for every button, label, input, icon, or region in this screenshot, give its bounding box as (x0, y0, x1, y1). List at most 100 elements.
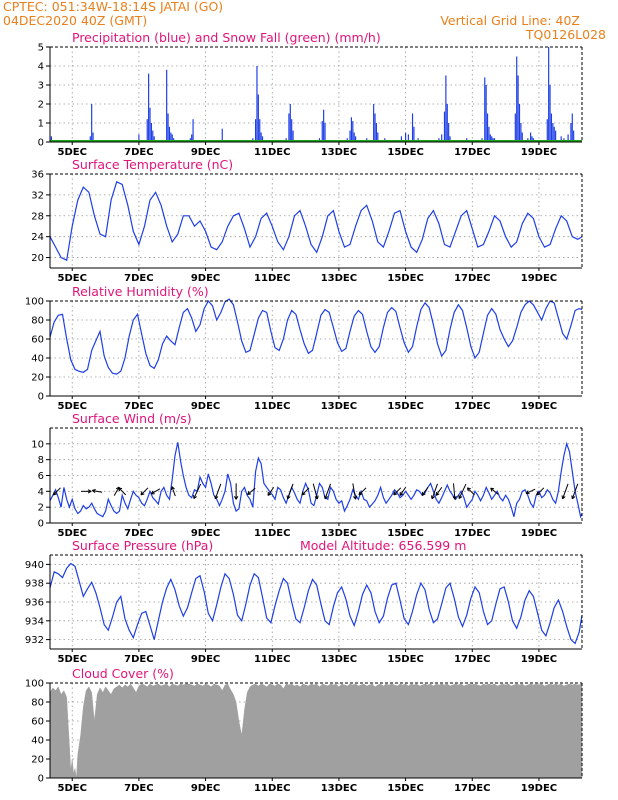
precip-bar (377, 132, 379, 142)
x-tick-label: 19DEC (521, 147, 557, 158)
precip-bar (288, 113, 290, 142)
wind-arrow (324, 483, 332, 500)
precip-bar (375, 123, 378, 142)
x-tick-label: 5DEC (58, 654, 87, 665)
wind-arrow-head (525, 490, 530, 495)
wind-arrow-shaft (140, 487, 149, 496)
wind-arrow (234, 483, 239, 500)
panel-title: Surface Pressure (hPa) (72, 538, 213, 553)
precip-bar (149, 107, 151, 142)
precip-bar (446, 104, 448, 142)
x-tick-label: 7DEC (124, 147, 153, 158)
precip-bar (400, 136, 403, 142)
precip-bar (514, 113, 516, 142)
wind-arrow-head (324, 495, 329, 500)
precip-bar (548, 47, 550, 142)
wind-arrow-shaft (393, 487, 402, 496)
precip-bar (570, 123, 572, 142)
panel-1 (46, 173, 583, 271)
precip-bar (254, 119, 257, 142)
wind-arrow (312, 483, 319, 500)
precip-bar (530, 132, 532, 142)
precip-bar (488, 126, 490, 142)
wind-arrow-shaft (431, 483, 438, 500)
wind-arrow (81, 489, 92, 494)
wind-arrow (452, 483, 457, 500)
wind-arrow (170, 486, 176, 497)
wind-arrow-shaft (267, 486, 275, 496)
precip-bar (168, 126, 171, 142)
wind-arrow-shaft (193, 483, 202, 499)
wind-arrow-head (452, 495, 457, 500)
wind-arrow-head (314, 495, 319, 500)
panel-title: Surface Temperature (nC) (72, 157, 233, 172)
wind-arrow-shaft (562, 483, 569, 500)
x-tick-label: 13DEC (321, 147, 357, 158)
x-tick-label: 9DEC (191, 147, 220, 158)
y-tick-label: 24 (31, 232, 44, 243)
y-tick-label: 80 (31, 698, 44, 709)
y-tick-label: 100 (25, 297, 44, 308)
y-tick-label: 20 (31, 373, 44, 384)
wind-arrow-shaft (171, 486, 176, 497)
precip-bar (550, 113, 553, 142)
precip-bar (553, 126, 555, 142)
series-line (49, 562, 583, 645)
y-tick-label: 4 (38, 62, 44, 73)
wind-arrow-shaft (324, 483, 332, 500)
wind-arrow-head (286, 495, 291, 500)
x-tick-label: 15DEC (387, 783, 423, 794)
y-tick-label: 3 (38, 81, 44, 92)
precip-bar (485, 85, 487, 142)
series-line (49, 180, 583, 262)
wind-arrow-head (393, 491, 398, 496)
x-tick-label: 5DEC (58, 401, 87, 412)
header-run-time: 04DEC2020 40Z (GMT) (3, 13, 148, 28)
precip-bar (449, 136, 451, 142)
x-tick-label: 5DEC (58, 273, 87, 284)
precip-bar (374, 113, 376, 142)
y-tick-label: 932 (25, 635, 44, 646)
panel-3 (46, 427, 583, 526)
wind-arrow-shaft (466, 487, 475, 496)
x-tick-label: 7DEC (124, 654, 153, 665)
wind-arrow-head (353, 495, 358, 500)
precip-bar (92, 132, 94, 142)
precip-bar (292, 130, 294, 142)
precip-bar (353, 132, 355, 142)
wind-arrow-head (466, 487, 471, 492)
y-tick-label: 8 (38, 455, 44, 466)
precip-bar (491, 136, 493, 142)
y-tick-label: 936 (25, 598, 44, 609)
wind-arrow-shaft (150, 488, 161, 495)
wind-arrow (52, 487, 61, 496)
x-tick-label: 19DEC (521, 783, 557, 794)
precip-bar (486, 113, 489, 142)
precip-bar (521, 132, 523, 142)
panel-0 (46, 46, 583, 145)
wind-arrow-shaft (214, 483, 222, 500)
precip-bar (405, 132, 407, 142)
wind-arrow (466, 487, 475, 496)
x-tick-label: 15DEC (387, 654, 423, 665)
x-tick-label: 19DEC (521, 654, 557, 665)
precip-bar (352, 121, 354, 142)
precip-bar (549, 85, 551, 142)
model-altitude-label: Model Altitude: 656.599 m (300, 538, 466, 553)
wind-arrow-head (150, 490, 155, 495)
wind-arrow-head (91, 488, 96, 494)
wind-arrow (435, 486, 443, 496)
precip-bar (443, 111, 446, 142)
wind-arrow (399, 486, 407, 496)
precip-bar (257, 94, 259, 142)
wind-arrow (358, 487, 367, 496)
wind-arrow-shaft (92, 489, 103, 493)
precip-bar (167, 113, 169, 142)
x-tick-label: 13DEC (321, 528, 357, 539)
x-tick-label: 17DEC (454, 147, 490, 158)
x-tick-label: 11DEC (254, 147, 290, 158)
precip-bar (571, 113, 573, 142)
y-tick-label: 80 (31, 316, 44, 327)
precip-bar (91, 104, 93, 142)
wind-arrow (193, 483, 202, 499)
